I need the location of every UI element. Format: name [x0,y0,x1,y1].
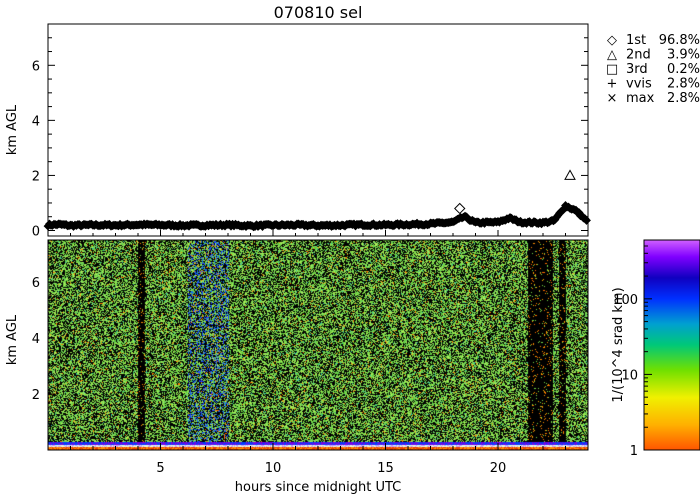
cloud-base-panel: 0 2 4 6 km AGL ◇ 1st 96.8% △ 2nd 3.9% □ 3rd 0.2% + vv… [5,23,700,239]
colorbar-tick-label: 10 [621,368,638,383]
colorbar-gradient [643,239,700,451]
legend-entry-value: 2.8% [667,91,700,106]
legend-entry-name: vvis [626,77,652,92]
second-layer-point [454,202,466,215]
x-axis-label: hours since midnight UTC [235,480,401,495]
colorbar: 1 10 100 1/(10^4 srad km) [611,239,700,459]
legend-entry-value: 96.8% [659,33,700,48]
cloud-base-y-label: km AGL [5,104,20,155]
x-tick-label: 5 [156,461,164,476]
legend: ◇ 1st 96.8% △ 2nd 3.9% □ 3rd 0.2% + vvis 2.8% × max 2.… [606,33,700,106]
legend-marker: △ [607,48,617,63]
backscatter-heatmap [48,240,588,450]
legend-entry-name: 3rd [626,62,648,77]
colorbar-tick-label: 100 [613,293,638,308]
backscatter-y-label: km AGL [5,314,20,365]
x-tick-label: 20 [490,461,507,476]
legend-marker: ◇ [607,33,617,48]
cloud-base-marks [43,169,591,232]
legend-entry-name: max [626,91,655,106]
legend-entry-name: 1st [626,33,646,48]
backscatter-y-tick-label: 2 [32,388,40,403]
legend-entry-value: 3.9% [667,48,700,63]
x-tick-label: 10 [265,461,282,476]
legend-marker: + [607,77,618,92]
legend-entry-value: 0.2% [667,62,700,77]
colorbar-tick-label: 1 [630,444,638,459]
x-tick-label: 15 [377,461,394,476]
chart-title: 070810 sel [274,3,363,22]
second-layer-point [564,169,576,180]
cloud-base-y-tick-label: 0 [32,224,40,239]
backscatter-image [48,240,588,450]
backscatter-y-axis: 2 4 6 [32,253,588,437]
backscatter-y-tick-label: 6 [32,276,40,291]
colorbar-label: 1/(10^4 srad km) [611,287,626,402]
backscatter-y-tick-label: 4 [32,332,40,347]
cloud-base-y-tick-label: 4 [32,114,40,129]
legend-entry-value: 2.8% [667,77,700,92]
cloud-base-plot-area [48,24,588,236]
backscatter-panel: 2 4 6 5 10 15 20 km AGL hours since midnight … [5,239,589,495]
cloud-base-y-tick-label: 6 [32,59,40,74]
colorbar-ticks: 1 10 100 [613,239,652,459]
legend-marker: × [607,91,618,106]
legend-marker: □ [606,62,618,77]
backscatter-plot-frame [47,239,589,451]
cloud-base-plot-frame [47,23,589,237]
cloud-base-y-tick-label: 2 [32,169,40,184]
backscatter-x-axis: 5 10 15 20 [70,443,566,476]
legend-entry-name: 2nd [626,48,651,63]
